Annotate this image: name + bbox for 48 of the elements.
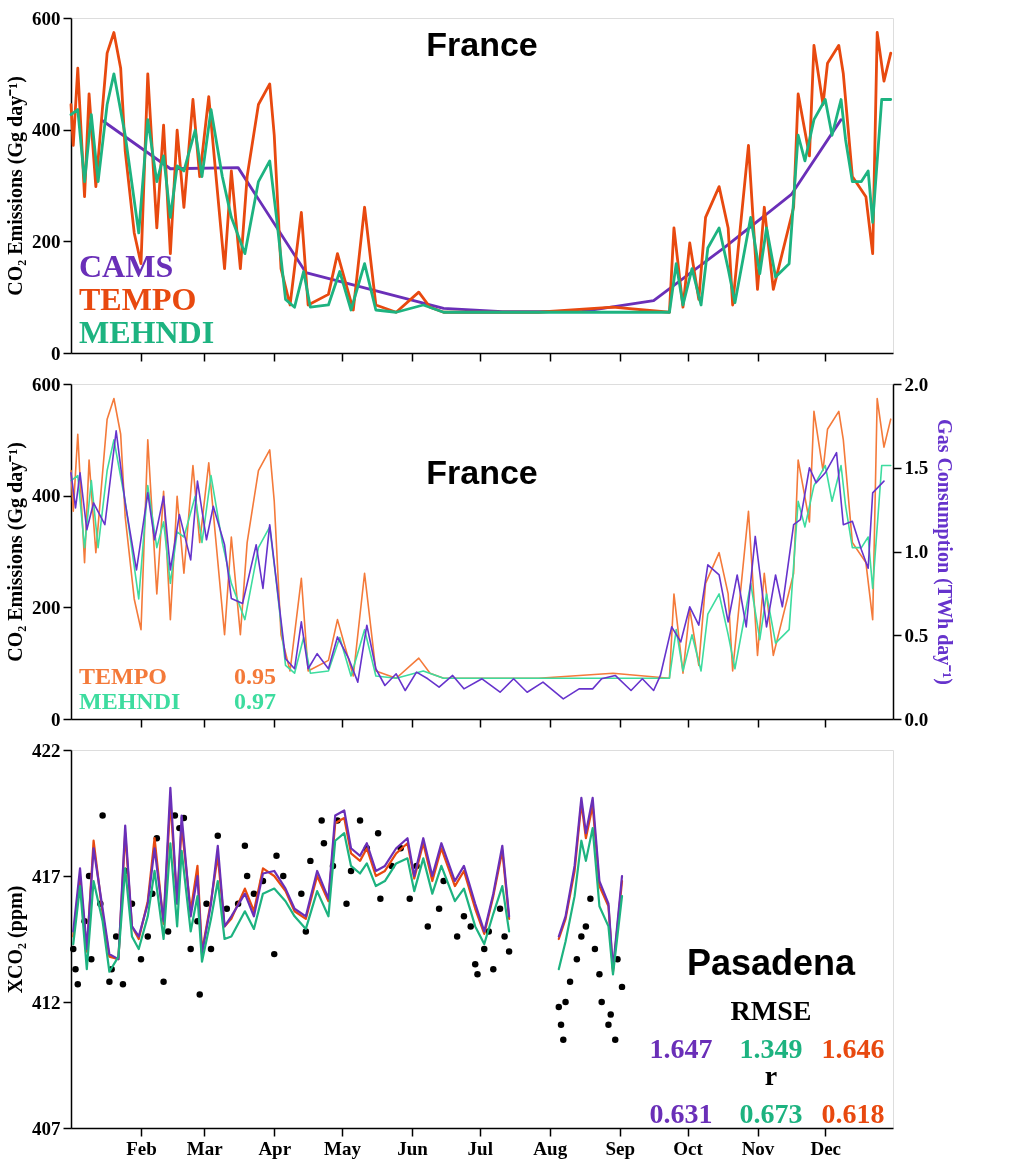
annotation: 0.673	[739, 1098, 803, 1129]
x-tick-label: Apr	[258, 1137, 292, 1159]
y-tick-label: 600	[32, 373, 61, 395]
annotation: 0.631	[649, 1098, 713, 1129]
x-tick-label: Jun	[397, 1137, 429, 1159]
y2-tick-label: 0.5	[904, 624, 929, 646]
y-tick-label: 422	[32, 739, 61, 761]
series-label: TEMPO	[79, 663, 167, 689]
y-tick-label: 400	[32, 485, 61, 507]
y2-tick-label: 1.5	[904, 457, 929, 479]
x-tick-label: Oct	[673, 1137, 704, 1159]
text: Pasadena	[686, 942, 857, 983]
text: CAMS	[79, 248, 174, 284]
y-tick-label: 0	[51, 708, 61, 730]
x-tick-label: Feb	[126, 1137, 157, 1159]
annotation: 1.646	[821, 1033, 885, 1064]
text: MEHNDI	[79, 314, 215, 350]
y-tick-label: 200	[32, 596, 61, 618]
x-tick-label: Dec	[810, 1137, 842, 1159]
y2-tick-label: 1.0	[904, 541, 929, 562]
x-tick-label: Jul	[467, 1137, 493, 1159]
y-axis-title: CO₂ Emissions (Gg day⁻¹)	[4, 76, 27, 296]
y2-axis-title: Gas Consumption (TWh day⁻¹)	[933, 419, 957, 685]
y2-tick-label: 2.0	[904, 373, 929, 395]
x-tick-label: May	[324, 1137, 362, 1159]
x-tick-label: Nov	[741, 1137, 775, 1159]
annotation: 0.95	[234, 663, 276, 689]
x-tick-label: Sep	[605, 1137, 636, 1159]
y-tick-label: 417	[32, 865, 61, 887]
y-tick-label: 412	[32, 991, 61, 1013]
text: MEHNDI	[79, 688, 181, 714]
annotation: 0.97	[234, 688, 276, 714]
y-tick-label: 400	[32, 119, 61, 141]
y-tick-label: 200	[32, 230, 61, 252]
y-axis-title: XCO₂ (ppm)	[4, 885, 27, 994]
y2-tick-label: 0.0	[904, 708, 929, 730]
series-label: TEMPO	[79, 281, 197, 317]
annotation: RMSE	[730, 995, 812, 1026]
y-tick-label: 600	[32, 7, 61, 29]
y-tick-label: 0	[51, 342, 61, 364]
y-axis-title: CO₂ Emissions (Gg day⁻¹)	[4, 442, 27, 662]
chart-title: France	[426, 25, 538, 63]
text: France	[426, 453, 538, 491]
annotation: 1.647	[649, 1033, 713, 1064]
x-tick-label: Mar	[186, 1137, 224, 1159]
y-tick-label: 407	[32, 1117, 61, 1139]
x-tick-label: Aug	[533, 1137, 568, 1159]
annotation: 0.618	[821, 1098, 885, 1129]
